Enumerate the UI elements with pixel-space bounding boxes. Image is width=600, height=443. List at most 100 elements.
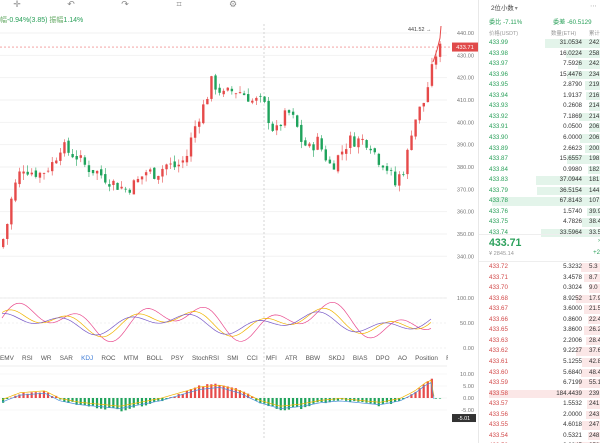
ask-row[interactable]: 433.54 0.5321 248.3 [479, 431, 600, 442]
indicator-tab[interactable]: SKDJ [328, 355, 345, 362]
amplitude-label: 振幅 [49, 17, 64, 24]
bid-row[interactable]: 433.78 67.8143 107.9 [479, 196, 600, 207]
candle-body [389, 169, 393, 171]
candle-body [22, 171, 25, 174]
bid-row[interactable]: 433.97 7.5926 242.2 [479, 59, 600, 70]
macd-histogram-bar [234, 388, 237, 398]
bid-qty: 0.9980 [563, 165, 582, 173]
indicator-tab[interactable]: ROC [101, 355, 116, 362]
indicator-tab[interactable]: WR [40, 355, 52, 362]
redo-icon[interactable]: ↷ [121, 0, 129, 9]
mid-arrow-icon[interactable]: › [598, 238, 600, 244]
indicator-tab[interactable]: EMV [0, 355, 14, 362]
bid-row[interactable]: 433.91 0.0500 206.9 [479, 122, 600, 133]
macd-histogram-bar [218, 385, 221, 398]
bid-total: 198.2 [589, 155, 600, 163]
ask-price: 433.68 [489, 294, 508, 302]
indicator-tab[interactable]: DPO [375, 355, 390, 362]
bid-row[interactable]: 433.76 1.5740 39.98 [479, 207, 600, 218]
macd-histogram-bar [214, 383, 217, 398]
ask-total: 26.2 [589, 326, 600, 334]
indicator-tab[interactable]: MFI [265, 355, 277, 362]
bid-depth-bar [541, 228, 600, 238]
candle-body [283, 110, 287, 126]
ask-row[interactable]: 433.61 5.1255 42.8 [479, 357, 600, 368]
ask-row[interactable]: 433.65 3.8600 26.2 [479, 325, 600, 336]
undo-icon[interactable]: ↶ [67, 0, 75, 9]
candle-body [42, 173, 46, 174]
candle-body [165, 164, 168, 170]
bid-row[interactable]: 433.83 37.0944 181.6 [479, 175, 600, 186]
candle-body [157, 175, 160, 180]
indicator-tab[interactable]: MTM [123, 355, 139, 362]
high-price-marker: 441.52 → [408, 27, 431, 33]
indicator-tab[interactable]: CCI [246, 355, 258, 362]
ask-row[interactable]: 433.55 4.6018 247.8 [479, 420, 600, 431]
ask-total: 243.2 [589, 410, 600, 418]
candle-body [206, 98, 209, 105]
macd-histogram-bar [426, 381, 429, 398]
indicator-tab[interactable]: SAR [59, 355, 73, 362]
bid-row[interactable]: 433.98 16.0224 258.1 [479, 49, 600, 60]
ask-row[interactable]: 433.58 184.4439 239.6 [479, 389, 600, 400]
ask-row[interactable]: 433.59 6.7199 55.1 [479, 378, 600, 389]
candle-body [128, 189, 131, 193]
ask-depth-bar [585, 336, 600, 346]
candle-body [275, 125, 278, 131]
indicator-tab[interactable]: Position [415, 355, 438, 362]
orderbook-settings-icon[interactable]: ⋯ [590, 3, 597, 10]
indicator-tab[interactable]: Fundflow [446, 353, 448, 364]
bid-row[interactable]: 433.99 31.0534 242.0 [479, 38, 600, 49]
candle-body [349, 135, 352, 148]
ask-row[interactable]: 433.70 0.3024 9.0 [479, 283, 600, 294]
bid-total: 144.5 [589, 186, 600, 194]
candle-body [59, 152, 62, 161]
decimals-select[interactable]: 2位小数▾ [491, 3, 518, 12]
candle-body [218, 87, 221, 93]
kline-chart-panel[interactable]: 440.00 430.00 420.00 410.00 400.00 390.00 380.… [0, 0, 478, 443]
indicator-tab[interactable]: BOLL [146, 355, 163, 362]
candle-body [242, 93, 246, 96]
ask-row[interactable]: 433.66 0.8600 22.4 [479, 315, 600, 326]
bid-row[interactable]: 433.74 33.5964 33.59 [479, 228, 600, 239]
bid-price: 433.74 [489, 228, 508, 236]
ask-row[interactable]: 433.62 9.2227 37.6 [479, 346, 600, 357]
indicator-tab[interactable]: SMI [227, 355, 239, 362]
ask-row[interactable]: 433.60 5.6840 48.4 [479, 368, 600, 379]
bid-row[interactable]: 433.94 1.9137 216.3 [479, 91, 600, 102]
bid-row[interactable]: 433.96 15.4476 234.6 [479, 70, 600, 81]
macd-histogram-bar [283, 398, 286, 411]
macd-histogram-bar [87, 398, 90, 407]
ask-row[interactable]: 433.57 1.5532 241.2 [479, 399, 600, 410]
bid-row[interactable]: 433.75 4.7826 38.41 [479, 217, 600, 228]
mid-change: +2 [593, 250, 600, 256]
indicator-tab[interactable]: PSY [171, 355, 184, 362]
ask-row[interactable]: 433.63 2.2006 28.4 [479, 336, 600, 347]
indicator-tab[interactable]: StochRSI [191, 355, 219, 362]
ask-row[interactable]: 433.71 3.4578 8.7 [479, 273, 600, 284]
bid-row[interactable]: 433.90 6.0000 206.9 [479, 133, 600, 144]
bid-row[interactable]: 433.79 36.5154 144.5 [479, 186, 600, 197]
ask-row[interactable]: 433.72 5.3232 5.3 [479, 262, 600, 273]
crosshair-icon[interactable]: ✛ [13, 0, 21, 9]
bid-row[interactable]: 433.92 7.1869 214.1 [479, 112, 600, 123]
bid-row[interactable]: 433.95 2.8790 219.2 [479, 80, 600, 91]
indicator-tab[interactable]: BIAS [352, 355, 368, 362]
settings-icon[interactable]: ⚙ [228, 0, 238, 9]
ask-row[interactable]: 433.68 8.9252 17.9 [479, 294, 600, 305]
indicator-tab[interactable]: BBW [305, 355, 321, 362]
ask-row[interactable]: 433.56 2.0000 243.2 [479, 410, 600, 421]
osc-tick-label: 0.00 [463, 346, 474, 352]
indicator-tab[interactable]: RSI [22, 355, 33, 362]
bid-row[interactable]: 433.89 2.6623 200.9 [479, 144, 600, 155]
indicator-tab[interactable]: KDJ [81, 355, 94, 362]
bid-row[interactable]: 433.84 0.9980 182.6 [479, 165, 600, 176]
indicator-tab[interactable]: ATR [285, 355, 298, 362]
bid-row[interactable]: 433.87 15.6557 198.2 [479, 154, 600, 165]
indicator-tab[interactable]: AO [397, 355, 407, 362]
kline-chart[interactable]: 440.00 430.00 420.00 410.00 400.00 390.00 380.… [0, 0, 478, 443]
candle-body [316, 136, 319, 150]
ask-row[interactable]: 433.67 3.6000 21.5 [479, 304, 600, 315]
screenshot-icon[interactable]: ⌗ [176, 0, 182, 9]
bid-row[interactable]: 433.93 0.2608 214.4 [479, 101, 600, 112]
